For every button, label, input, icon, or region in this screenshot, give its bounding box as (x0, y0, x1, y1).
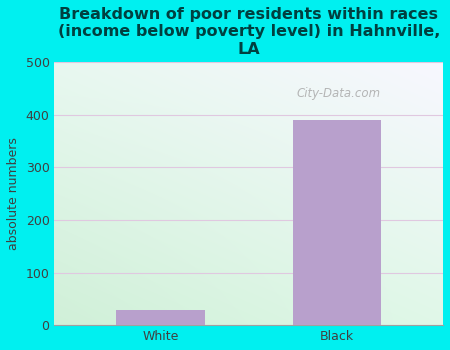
Bar (116, 310, 205, 325)
Title: Breakdown of poor residents within races
(income below poverty level) in Hahnvil: Breakdown of poor residents within races… (58, 7, 440, 57)
Y-axis label: absolute numbers: absolute numbers (7, 137, 20, 250)
Text: City-Data.com: City-Data.com (296, 87, 380, 100)
Bar (293, 120, 381, 325)
